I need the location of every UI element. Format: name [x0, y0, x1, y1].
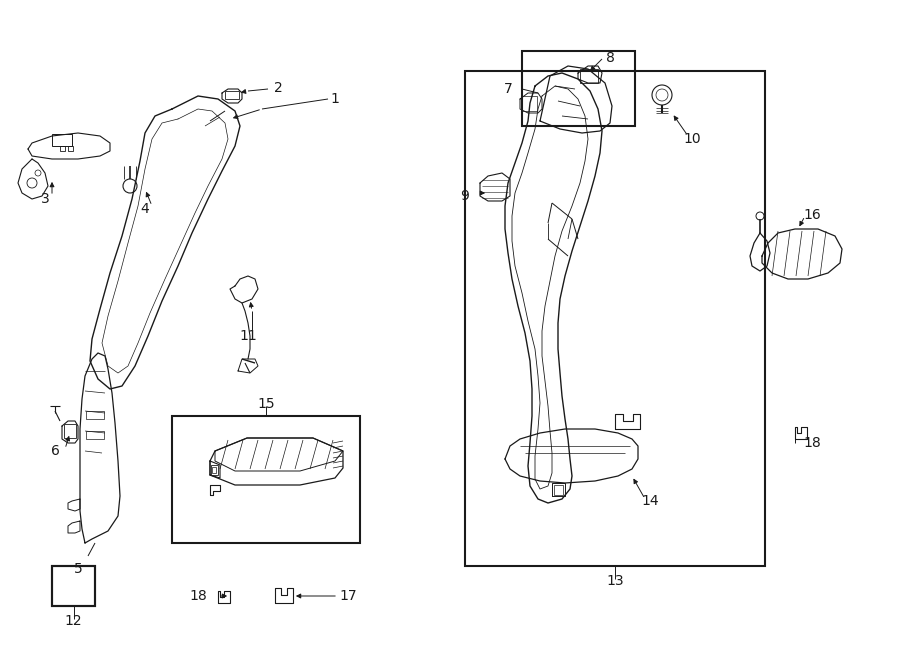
- Text: 18: 18: [189, 589, 207, 603]
- Text: 6: 6: [50, 444, 59, 458]
- Bar: [52, 566, 95, 606]
- Text: 14: 14: [641, 494, 659, 508]
- Text: 9: 9: [461, 189, 470, 203]
- Bar: [86, 411, 104, 419]
- Text: 12: 12: [65, 614, 82, 628]
- Bar: [522, 96, 537, 111]
- Bar: [52, 134, 72, 146]
- Text: 16: 16: [803, 208, 821, 222]
- Text: 15: 15: [257, 397, 274, 411]
- Text: 13: 13: [607, 574, 624, 588]
- Text: 17: 17: [339, 589, 356, 603]
- Bar: [86, 431, 104, 439]
- Text: 4: 4: [140, 202, 149, 216]
- Bar: [64, 424, 76, 438]
- Text: 3: 3: [40, 192, 50, 206]
- Text: 7: 7: [504, 82, 512, 96]
- Text: 8: 8: [606, 51, 615, 65]
- Bar: [225, 91, 239, 99]
- Text: 10: 10: [683, 132, 701, 146]
- Text: 5: 5: [74, 562, 83, 576]
- Bar: [554, 485, 563, 495]
- Bar: [211, 465, 218, 475]
- Bar: [60, 146, 65, 151]
- Bar: [212, 467, 216, 473]
- Bar: [522, 51, 635, 126]
- Bar: [580, 69, 598, 83]
- Bar: [68, 146, 73, 151]
- Text: 2: 2: [274, 81, 283, 95]
- Text: 11: 11: [239, 329, 256, 343]
- Bar: [465, 71, 765, 566]
- Bar: [172, 416, 360, 543]
- Text: 18: 18: [803, 436, 821, 450]
- Bar: [52, 566, 95, 606]
- Text: 1: 1: [330, 92, 339, 106]
